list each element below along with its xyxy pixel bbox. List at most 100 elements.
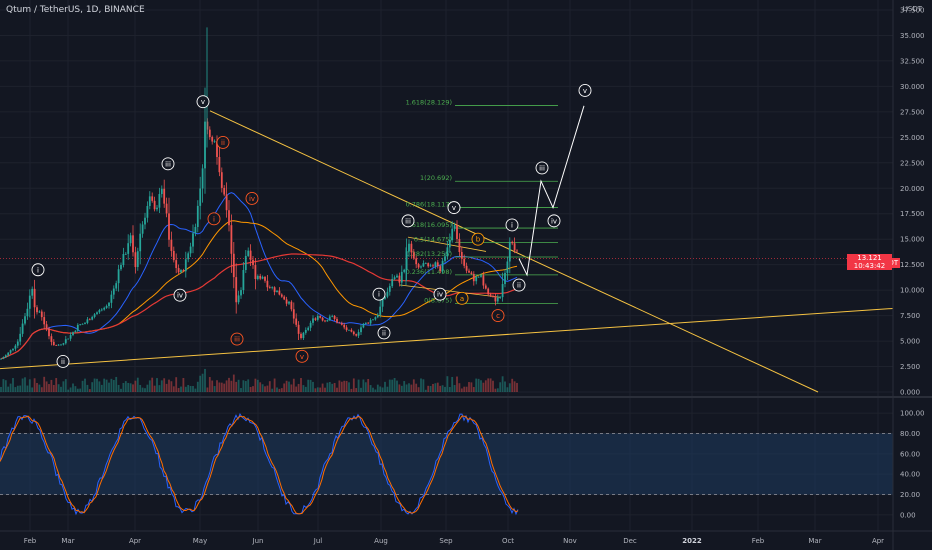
stochastic-axis[interactable]: 100.00 80.00 60.00 40.00 20.00 0.00 <box>900 410 925 520</box>
candle-body <box>26 308 29 317</box>
candle-body <box>105 306 108 308</box>
volume-bar <box>98 381 101 392</box>
volume-bar <box>273 378 276 392</box>
volume-bar <box>288 381 290 392</box>
time-tick-label: 2022 <box>682 537 702 545</box>
stochastic-tick-label: 80.00 <box>900 430 920 438</box>
volume-bar <box>24 377 26 392</box>
volume-bar <box>60 386 62 392</box>
candle-body <box>384 296 386 299</box>
candle-body <box>355 334 358 336</box>
candle-body <box>410 243 413 253</box>
candle-body <box>38 311 41 313</box>
candle-body <box>417 264 420 268</box>
time-axis[interactable]: Feb Mar Apr May Jun Jul Aug Sep Oct Nov Dec 2022 Feb… <box>24 537 884 545</box>
volume-bar <box>218 382 221 392</box>
candle-body <box>477 276 480 278</box>
candle-body <box>273 287 276 293</box>
candle-body <box>470 272 473 274</box>
price-axis[interactable]: 37.500 35.000 32.500 30.000 27.500 25.000 22.5… <box>900 7 925 397</box>
fib-level-label: 0.236(11.498) <box>406 268 452 276</box>
candle-body <box>340 323 343 325</box>
candle-body <box>386 291 389 297</box>
stochastic-k-line <box>0 413 519 516</box>
candle-body <box>98 310 101 313</box>
candle-body <box>453 225 456 229</box>
candle-body <box>7 352 10 356</box>
candle-body <box>228 210 230 226</box>
last-price-badge: 13.121 10:43:42 <box>847 254 892 270</box>
candle-body <box>103 307 106 310</box>
volume-bar <box>31 387 34 392</box>
candle-body <box>151 196 154 201</box>
volume-bar <box>220 382 223 392</box>
candle-body <box>24 316 26 324</box>
ascending-trendline <box>0 307 894 370</box>
candle-body <box>259 275 262 279</box>
candle-body <box>96 312 98 315</box>
volume-bar <box>19 385 22 392</box>
volume-bar <box>4 380 7 392</box>
candle-body <box>451 228 454 241</box>
volume-bar <box>168 379 170 392</box>
volume-bar <box>396 380 398 392</box>
volume-bar <box>271 388 274 392</box>
candle-body <box>220 172 223 188</box>
price-tick-label: 27.500 <box>900 108 925 116</box>
wave-label-circle <box>173 288 187 302</box>
candle-body <box>271 287 274 289</box>
candle-body <box>55 345 58 346</box>
wave-label-text: ii <box>382 329 386 337</box>
volume-bar <box>460 388 463 392</box>
volume-bar <box>72 383 74 392</box>
volume-bar <box>223 383 226 392</box>
wave-label-circle <box>455 291 469 305</box>
volume-bar <box>283 383 286 392</box>
candle-body <box>81 323 84 325</box>
volume-bar <box>141 387 144 392</box>
price-tick-label: 5.000 <box>900 338 920 346</box>
candle-body <box>88 319 91 321</box>
candle-body <box>434 262 437 267</box>
candle-body <box>192 233 194 247</box>
volume-bar <box>86 384 89 392</box>
volume-bar <box>180 386 182 392</box>
candle-body <box>448 240 451 248</box>
volume-bar <box>151 377 154 392</box>
wave-label-circle <box>372 287 386 301</box>
candle-body <box>388 286 391 292</box>
candle-body <box>468 270 470 273</box>
candle-body <box>436 262 439 267</box>
volume-bar <box>134 380 137 392</box>
candle-body <box>33 288 36 308</box>
volume-bar <box>79 388 82 392</box>
stochastic-tick-label: 0.00 <box>900 511 916 519</box>
volume-bar <box>369 385 372 392</box>
volume-bar <box>321 383 324 392</box>
volume-bar <box>55 378 58 392</box>
volume-bar <box>504 381 506 392</box>
candle-body <box>252 259 254 266</box>
wave-label-text: v <box>583 87 587 95</box>
candle-body <box>201 168 204 189</box>
wave-label-circle <box>433 287 447 301</box>
candle-body <box>302 332 305 339</box>
symbol-title[interactable]: Qtum / TetherUS, 1D, BINANCE <box>6 5 145 15</box>
volume-bar <box>206 387 209 392</box>
wave-label-circle <box>401 214 415 228</box>
volume-bar <box>326 382 329 392</box>
candle-body <box>463 258 466 266</box>
volume-bar <box>0 386 2 392</box>
candle-body <box>110 294 113 303</box>
candle-body <box>45 324 48 329</box>
volume-bar <box>360 387 362 392</box>
wave-label-text: iv <box>437 291 443 299</box>
volume-bar <box>480 380 482 392</box>
volume-bar <box>463 386 466 392</box>
wave-label-text: ii <box>61 358 65 366</box>
candle-body <box>196 205 199 227</box>
candle-body <box>242 270 245 291</box>
price-tick-label: 2.500 <box>900 363 920 371</box>
candle-body <box>211 136 214 142</box>
